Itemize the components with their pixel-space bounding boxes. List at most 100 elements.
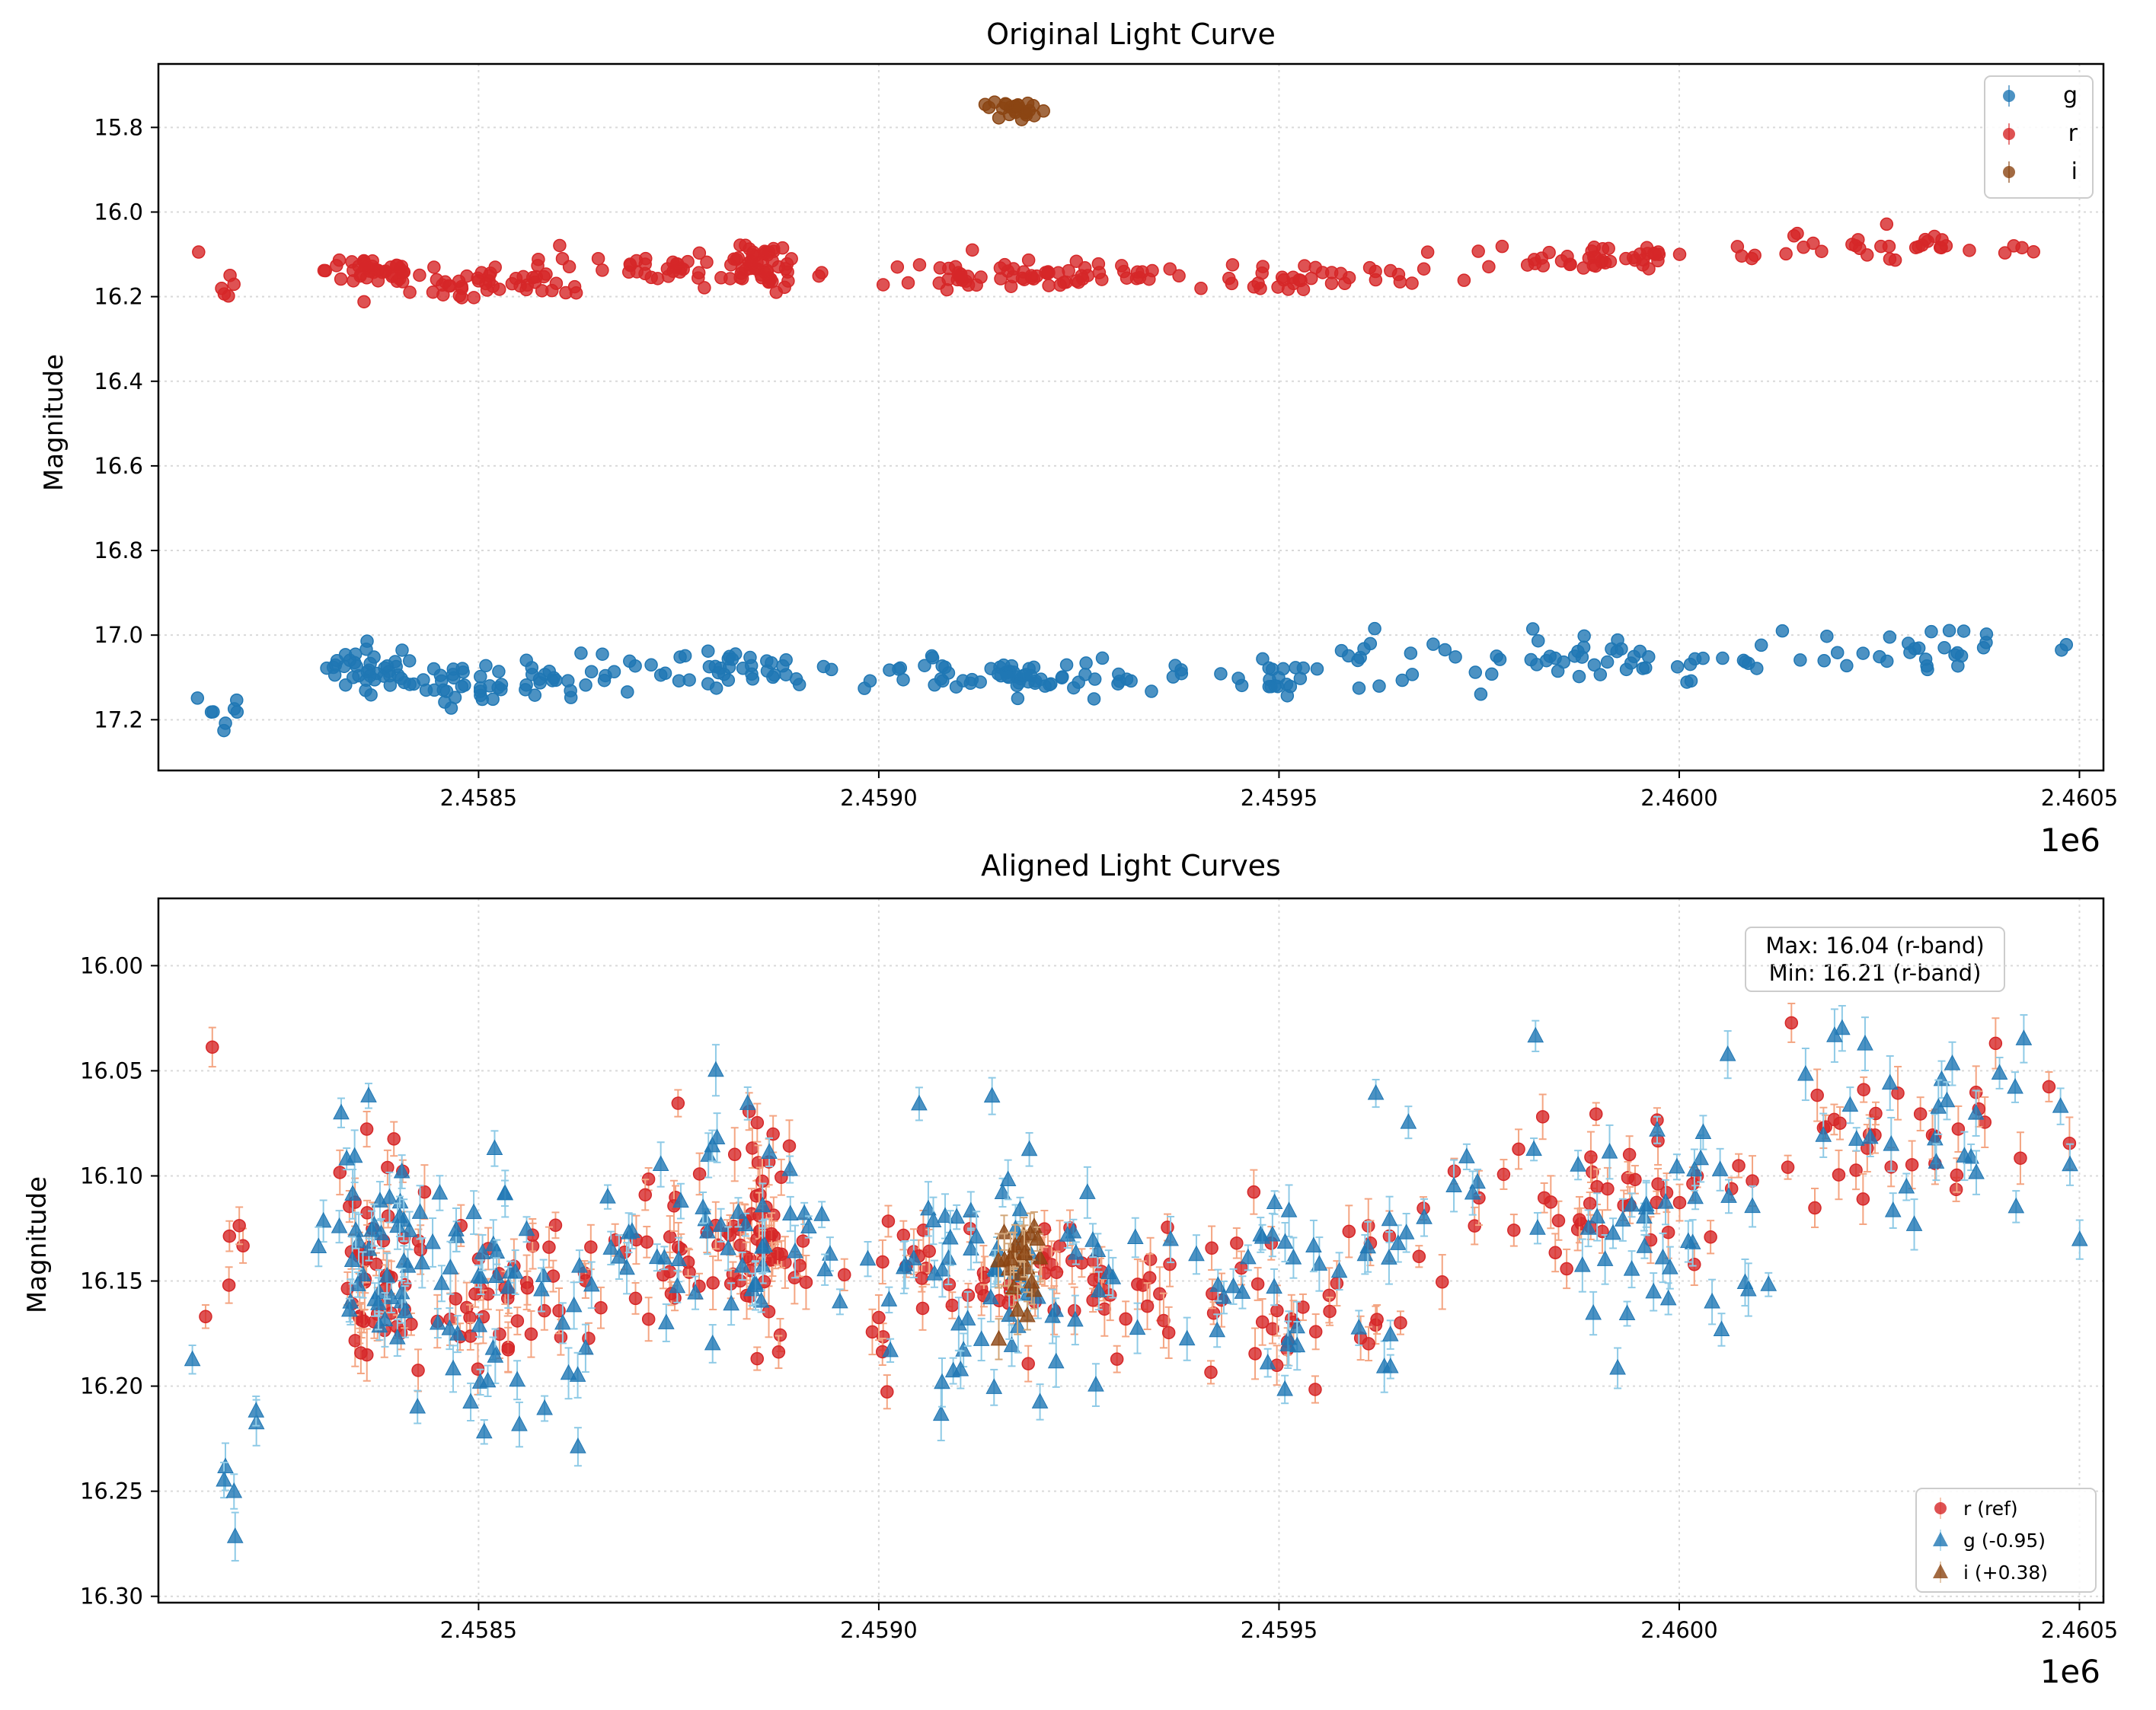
- data-point: [475, 1422, 493, 1439]
- data-point: [1266, 1193, 1283, 1210]
- data-point: [1225, 258, 1240, 272]
- data-point: [692, 271, 705, 285]
- data-points: [190, 95, 2074, 738]
- data-point: [1031, 1249, 1049, 1265]
- data-point: [858, 681, 871, 695]
- data-point: [1342, 1224, 1356, 1239]
- data-point: [363, 1220, 380, 1237]
- data-point: [1276, 662, 1290, 676]
- data-point: [663, 1230, 677, 1244]
- data-point: [1280, 689, 1295, 703]
- data-point: [1075, 272, 1090, 286]
- data-point: [574, 646, 588, 660]
- data-point: [638, 1188, 653, 1202]
- panel-title: Original Light Curve: [986, 18, 1276, 51]
- data-point: [223, 268, 237, 282]
- data-point: [1126, 1228, 1144, 1245]
- data-point: [431, 1183, 449, 1200]
- data-point: [1129, 1319, 1146, 1335]
- data-point: [1262, 661, 1276, 675]
- data-point: [733, 1238, 748, 1252]
- data-point: [479, 659, 493, 673]
- data-point: [1611, 633, 1624, 647]
- data-point: [1162, 1230, 1179, 1246]
- data-point: [1739, 655, 1752, 669]
- data-point: [1003, 1336, 1021, 1352]
- legend-marker: [2003, 90, 2015, 102]
- data-point: [837, 1268, 851, 1282]
- data-point: [911, 1094, 928, 1111]
- data-point: [968, 1227, 985, 1244]
- data-point: [486, 1139, 503, 1156]
- data-point: [932, 1405, 950, 1421]
- data-point: [1286, 276, 1301, 291]
- data-point: [1145, 263, 1159, 278]
- data-point: [395, 643, 409, 657]
- data-point: [1719, 1045, 1736, 1061]
- data-point: [1784, 1016, 1799, 1030]
- data-point: [1826, 1026, 1843, 1042]
- data-point: [1679, 1232, 1697, 1249]
- data-point: [1132, 270, 1147, 285]
- data-point: [876, 1255, 890, 1269]
- data-point: [941, 1228, 959, 1245]
- data-point: [782, 1139, 797, 1153]
- data-point: [1575, 650, 1589, 664]
- data-point: [1615, 1211, 1631, 1227]
- data-point: [692, 1167, 707, 1181]
- data-point: [524, 1327, 538, 1342]
- data-point: [648, 1248, 666, 1265]
- data-point: [500, 1278, 517, 1294]
- data-point: [1790, 226, 1804, 241]
- data-point: [781, 1160, 799, 1176]
- data-point: [963, 1239, 979, 1256]
- data-point: [735, 272, 749, 286]
- data-point: [799, 1275, 813, 1289]
- data-point: [339, 678, 353, 692]
- data-point: [697, 1210, 714, 1227]
- data-point: [1296, 1300, 1310, 1314]
- data-point: [401, 1221, 418, 1237]
- data-point: [1577, 629, 1591, 643]
- data-point: [449, 1292, 463, 1306]
- data-point: [723, 1294, 739, 1311]
- data-point: [1079, 656, 1093, 670]
- data-point: [2062, 1155, 2078, 1172]
- data-point: [354, 1346, 368, 1360]
- data-point: [584, 1240, 598, 1254]
- data-point: [348, 1334, 363, 1348]
- data-point: [570, 1437, 586, 1453]
- data-point: [467, 291, 481, 305]
- data-point: [969, 278, 983, 292]
- data-point: [1944, 1054, 1961, 1070]
- data-point: [596, 263, 609, 277]
- data-point: [1694, 1123, 1712, 1139]
- data-point: [1142, 1271, 1157, 1285]
- data-point: [1585, 1303, 1602, 1320]
- data-points: [184, 1003, 2088, 1562]
- data-point: [912, 258, 927, 272]
- data-point: [1247, 280, 1261, 294]
- data-point: [1247, 1185, 1261, 1199]
- data-point: [488, 1267, 505, 1284]
- data-point: [1686, 1177, 1700, 1191]
- data-point: [1011, 1200, 1029, 1217]
- data-point: [1330, 1276, 1344, 1290]
- data-point: [1542, 245, 1556, 260]
- data-point: [644, 270, 658, 285]
- data-point: [771, 1345, 786, 1359]
- data-point: [577, 1338, 594, 1355]
- data-point: [232, 1219, 246, 1233]
- data-point: [727, 1147, 742, 1162]
- data-point: [1584, 1150, 1598, 1164]
- data-point: [1372, 679, 1386, 693]
- data-point: [1214, 667, 1228, 681]
- data-point: [520, 1281, 535, 1295]
- data-point: [1938, 1091, 1956, 1108]
- data-point: [230, 705, 244, 719]
- data-point: [1305, 1236, 1322, 1253]
- data-point: [525, 661, 539, 675]
- data-point: [937, 1207, 953, 1223]
- data-point: [494, 682, 508, 697]
- data-point: [725, 652, 739, 666]
